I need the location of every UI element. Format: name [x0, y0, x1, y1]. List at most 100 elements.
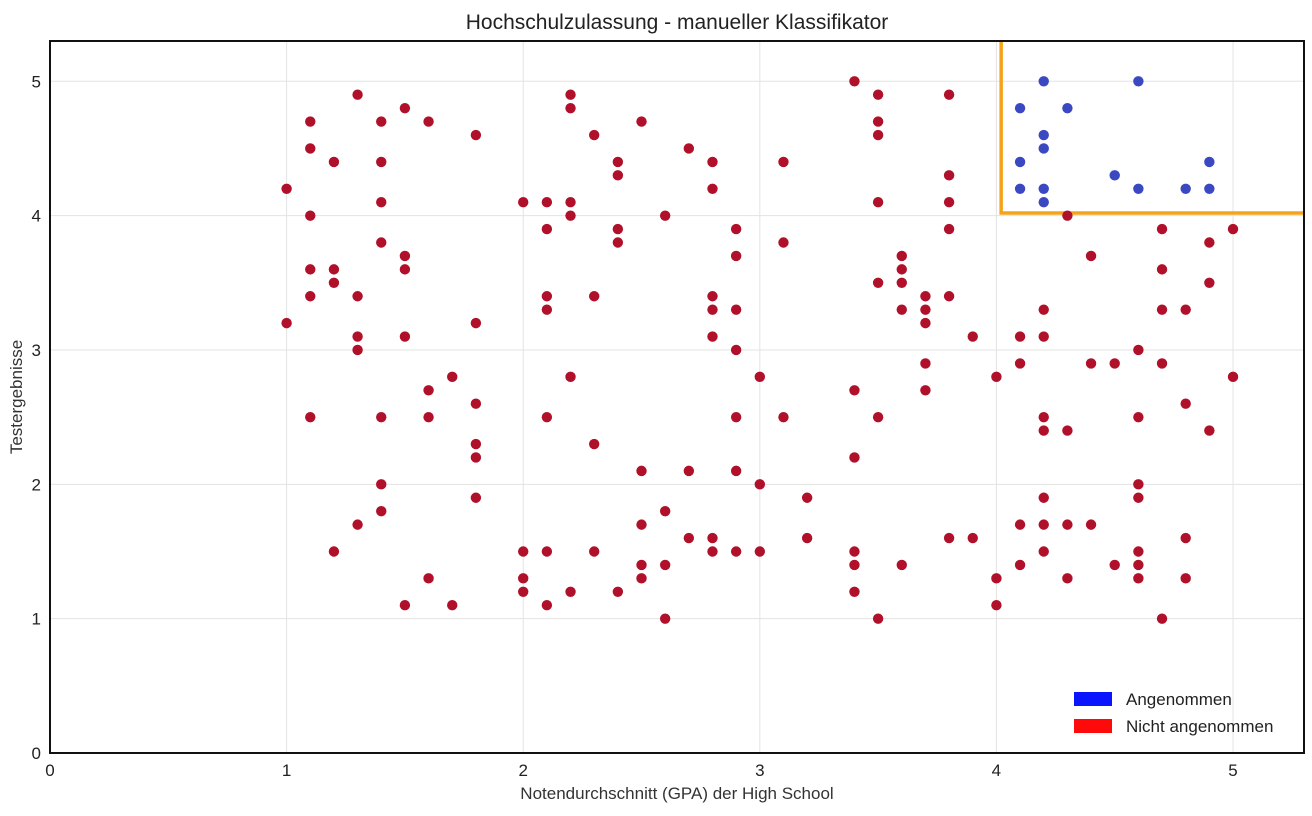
y-tick-label: 3: [32, 341, 41, 360]
data-point: [1062, 425, 1073, 436]
data-point: [1180, 183, 1191, 194]
data-point: [399, 264, 411, 275]
data-point: [305, 411, 316, 423]
data-point: [872, 277, 884, 289]
data-point: [1180, 573, 1191, 584]
data-point: [518, 197, 529, 208]
data-point: [801, 532, 813, 544]
data-point: [376, 479, 387, 490]
data-point: [352, 291, 363, 302]
data-point: [612, 237, 624, 248]
data-point: [565, 197, 576, 208]
data-point: [1156, 613, 1168, 624]
data-point: [636, 465, 647, 477]
data-point: [1133, 76, 1144, 87]
data-point: [1180, 398, 1191, 409]
data-point: [659, 613, 671, 624]
data-point: [328, 277, 340, 289]
data-point: [1038, 411, 1049, 423]
data-point: [1085, 358, 1097, 369]
data-point: [920, 317, 931, 329]
data-point: [399, 250, 411, 262]
data-point: [730, 304, 742, 315]
data-point: [920, 385, 931, 396]
data-point: [1227, 223, 1239, 235]
data-point: [683, 465, 695, 477]
data-point: [967, 532, 978, 544]
data-point: [565, 371, 576, 383]
data-point: [1133, 183, 1144, 194]
data-point: [1227, 371, 1239, 383]
data-point: [1133, 492, 1144, 503]
data-point: [920, 358, 931, 369]
data-point: [352, 89, 363, 100]
data-point: [541, 304, 553, 315]
data-point: [1204, 237, 1215, 248]
data-point: [565, 210, 576, 221]
data-point: [1014, 331, 1026, 342]
data-point: [896, 304, 907, 315]
data-point: [1180, 532, 1191, 544]
data-point: [943, 170, 955, 181]
data-point: [588, 546, 600, 557]
data-point: [1038, 304, 1049, 315]
data-point: [1014, 519, 1026, 530]
y-tick-label: 1: [32, 610, 41, 629]
data-point: [730, 465, 742, 477]
data-point: [920, 291, 931, 302]
data-point: [588, 291, 600, 302]
data-point: [1204, 425, 1215, 436]
data-point: [1156, 358, 1168, 369]
data-point: [1204, 156, 1215, 168]
data-point: [399, 102, 411, 114]
data-point: [1038, 331, 1049, 342]
data-point: [1014, 358, 1026, 369]
data-point: [1062, 519, 1073, 530]
data-point: [1180, 304, 1191, 315]
data-points: [281, 76, 1239, 624]
data-point: [872, 89, 884, 100]
data-point: [943, 532, 955, 544]
data-point: [376, 505, 387, 517]
data-point: [423, 116, 434, 127]
y-tick-label: 5: [32, 72, 41, 91]
classifier-boundary: [999, 41, 1304, 215]
data-point: [376, 156, 387, 168]
data-point: [565, 586, 576, 597]
data-point: [849, 559, 860, 571]
data-point: [1156, 304, 1168, 315]
data-point: [399, 331, 411, 342]
data-point: [730, 411, 742, 423]
data-point: [730, 344, 742, 356]
data-point: [328, 156, 340, 168]
data-point: [541, 600, 553, 611]
data-point: [376, 116, 387, 127]
data-point: [1204, 183, 1215, 194]
data-point: [1038, 143, 1049, 154]
data-point: [920, 304, 931, 315]
data-point: [849, 76, 860, 87]
y-axis-label: Testergebnisse: [7, 340, 26, 454]
x-axis-label: Notendurchschnitt (GPA) der High School: [520, 784, 833, 803]
data-point: [849, 385, 860, 396]
x-tick-label: 3: [755, 761, 764, 780]
data-point: [565, 102, 576, 114]
data-point: [565, 89, 576, 100]
data-point: [707, 532, 718, 544]
data-point: [683, 143, 695, 154]
data-point: [991, 573, 1002, 584]
data-point: [1014, 156, 1026, 168]
data-point: [1109, 559, 1120, 571]
data-point: [376, 411, 387, 423]
legend-label: Nicht angenommen: [1126, 717, 1273, 736]
data-point: [352, 519, 363, 530]
data-point: [470, 129, 482, 141]
data-point: [636, 519, 647, 530]
data-point: [1038, 197, 1049, 208]
data-point: [707, 156, 718, 168]
data-point: [1014, 183, 1026, 194]
data-point: [541, 197, 553, 208]
data-point: [518, 546, 529, 557]
data-point: [896, 559, 907, 571]
data-point: [423, 385, 434, 396]
